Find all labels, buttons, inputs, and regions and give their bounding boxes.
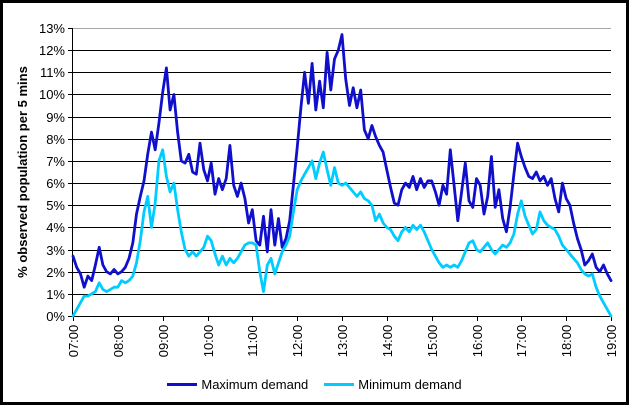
y-tick-label: 12% (23, 43, 65, 58)
plot-area (3, 3, 629, 408)
y-tick-label: 7% (23, 154, 65, 169)
minimum-demand-line (73, 150, 611, 316)
x-tick-label: 14:00 (381, 322, 395, 360)
x-tick-label: 12:00 (291, 322, 305, 360)
x-tick-label: 11:00 (246, 322, 260, 360)
y-tick-label: 5% (23, 198, 65, 213)
legend-label-maximum-demand: Maximum demand (201, 377, 308, 392)
y-tick-label: 10% (23, 87, 65, 102)
x-tick-label: 09:00 (157, 322, 171, 360)
y-tick-label: 6% (23, 176, 65, 191)
x-tick-label: 17:00 (515, 322, 529, 360)
legend-label-minimum-demand: Minimum demand (358, 377, 461, 392)
y-tick-label: 8% (23, 132, 65, 147)
minimum-demand-line-swatch (324, 383, 354, 386)
y-tick-label: 4% (23, 220, 65, 235)
x-tick-label: 10:00 (202, 322, 216, 360)
x-tick-label: 13:00 (336, 322, 350, 360)
x-tick-label: 16:00 (471, 322, 485, 360)
y-tick-label: 11% (23, 65, 65, 80)
legend-item-minimum-demand: Minimum demand (324, 377, 461, 392)
y-tick-label: 13% (23, 21, 65, 36)
legend: Maximum demand Minimum demand (3, 377, 626, 392)
x-tick-label: 07:00 (67, 322, 81, 360)
x-tick-label: 19:00 (605, 322, 619, 360)
y-tick-label: 9% (23, 110, 65, 125)
x-tick-label: 15:00 (426, 322, 440, 360)
x-tick-label: 18:00 (560, 322, 574, 360)
y-tick-label: 2% (23, 265, 65, 280)
x-tick-label: 08:00 (112, 322, 126, 360)
legend-item-maximum-demand: Maximum demand (167, 377, 308, 392)
maximum-demand-line-swatch (167, 383, 197, 386)
y-tick-label: 1% (23, 287, 65, 302)
y-tick-label: 0% (23, 309, 65, 324)
y-tick-label: 3% (23, 243, 65, 258)
